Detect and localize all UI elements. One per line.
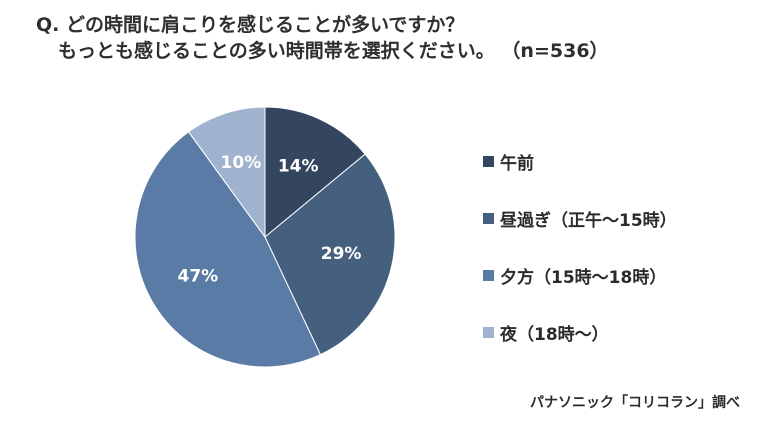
legend-swatch-3: [483, 326, 494, 338]
pie-chart-svg: 14% 29% 47% 10%: [134, 106, 396, 368]
legend-item-3: 夜（18時～）: [483, 319, 677, 345]
legend-swatch-0: [483, 155, 494, 167]
question-line-2: もっとも感じることの多い時間帯を選択ください。 （n=536）: [58, 40, 609, 62]
legend-label-3: 夜（18時～）: [500, 324, 609, 345]
pie-slice-label-0: 14%: [278, 156, 319, 176]
pie-slice-3: [187, 106, 266, 239]
legend-item-0: 午前: [483, 148, 677, 174]
pie-slice-2: [134, 131, 322, 368]
pie-slice-label-1: 29%: [321, 244, 362, 264]
pie-slice-label-3: 10%: [221, 153, 262, 173]
legend-item-1: 昼過ぎ（正午～15時）: [483, 205, 677, 231]
question-line-1: Q. どの時間に肩こりを感じることが多いですか？: [36, 14, 465, 36]
pie-chart: 14% 29% 47% 10%: [130, 102, 400, 372]
question-title: Q. どの時間に肩こりを感じることが多いですか？ もっとも感じることの多い時間帯…: [36, 12, 609, 64]
source-credit: パナソニック「コリコラン」調べ: [530, 395, 740, 411]
legend-label-0: 午前: [500, 153, 534, 174]
chart-legend: 午前昼過ぎ（正午～15時） 夕方（15時～18時） 夜（18時～）: [483, 148, 677, 376]
legend-item-2: 夕方（15時～18時）: [483, 262, 677, 288]
legend-label-1: 昼過ぎ（正午～15時）: [500, 210, 677, 231]
pie-slice-0: [264, 106, 366, 239]
pie-slice-1: [264, 153, 396, 356]
pie-slice-label-2: 47%: [178, 267, 219, 287]
legend-swatch-1: [483, 212, 494, 224]
legend-label-2: 夕方（15時～18時）: [500, 267, 667, 288]
legend-swatch-2: [483, 269, 494, 281]
